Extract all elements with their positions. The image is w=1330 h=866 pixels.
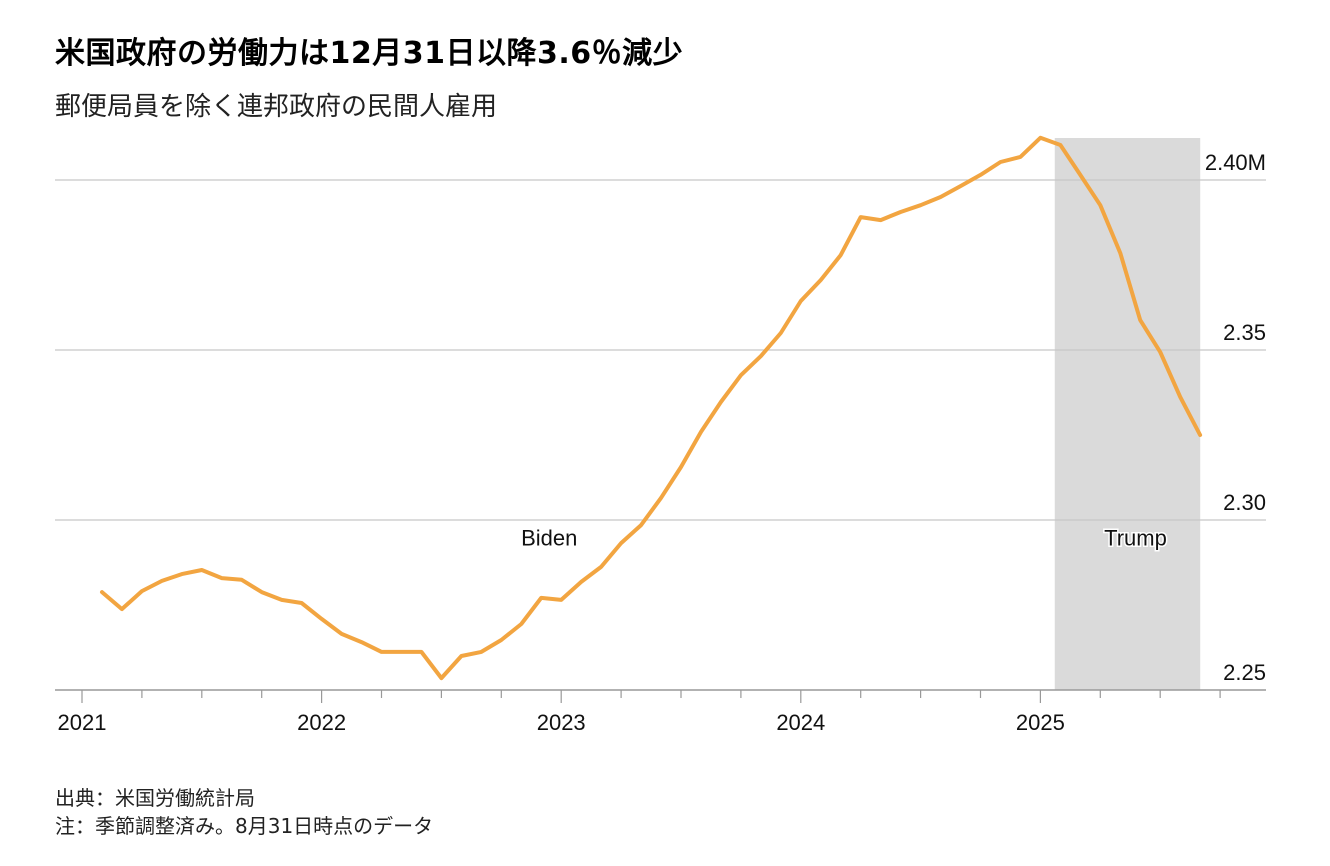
x-tick-label: 2022	[297, 710, 346, 735]
chart-subtitle: 郵便局員を除く連邦政府の民間人雇用	[55, 92, 498, 122]
data-series-line	[100, 135, 1203, 681]
footnote: 注：季節調整済み。8月31日時点のデータ	[55, 814, 434, 838]
x-tick-label: 2023	[537, 710, 586, 735]
annotation-trump: Trump	[1104, 526, 1167, 551]
y-tick-label: 2.25	[1223, 660, 1266, 685]
shaded-region	[1054, 138, 1201, 690]
y-tick-label: 2.30	[1223, 490, 1266, 515]
source-note: 出典：米国労働統計局	[55, 786, 255, 810]
chart-title: 米国政府の労働力は12月31日以降3.6％減少	[55, 36, 684, 71]
y-tick-label: 2.35	[1223, 320, 1266, 345]
x-tick-label: 2025	[1016, 710, 1065, 735]
x-tick-label: 2024	[776, 710, 825, 735]
annotation-biden: Biden	[521, 526, 577, 551]
x-tick-label: 2021	[58, 710, 107, 735]
y-tick-label: 2.40M	[1205, 150, 1266, 175]
